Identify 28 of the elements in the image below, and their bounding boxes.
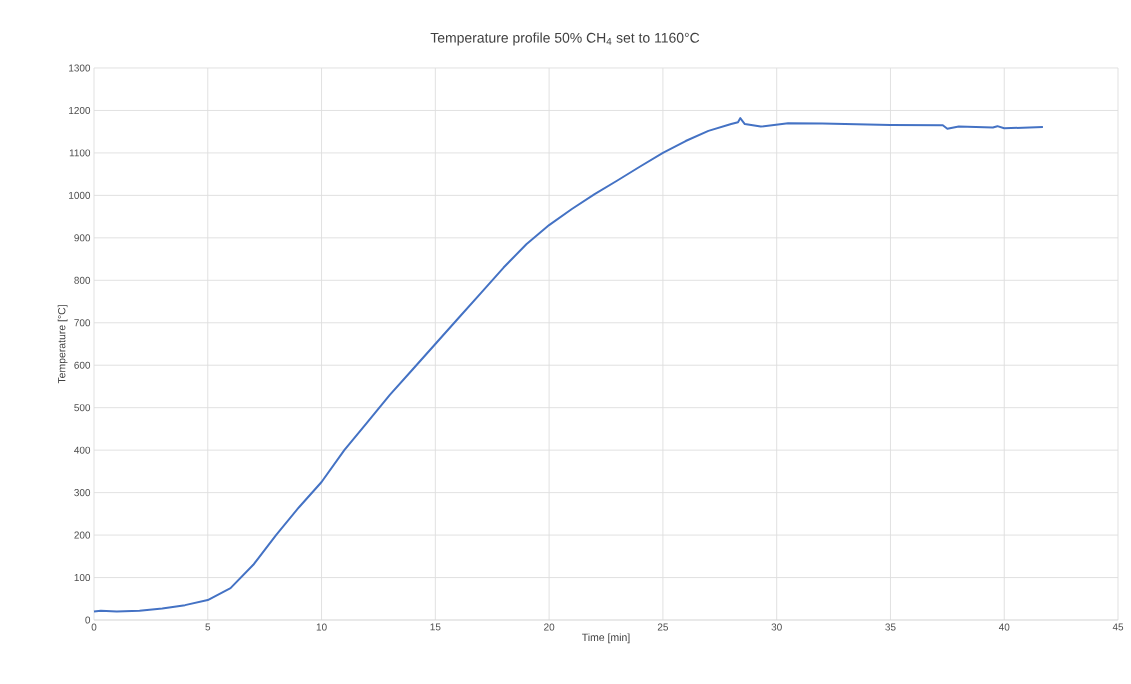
x-tick-label: 0	[91, 623, 97, 631]
y-tick-label: 700	[74, 319, 91, 327]
y-tick-label: 200	[74, 531, 91, 539]
x-tick-label: 35	[885, 623, 896, 631]
chart-title: Temperature profile 50% CH$_{4}$ set to 1160°C	[430, 32, 700, 46]
y-tick-label: 800	[74, 276, 91, 284]
x-tick-label: 5	[205, 623, 211, 631]
y-tick-label: 1300	[69, 64, 91, 72]
x-tick-label: 30	[771, 623, 782, 631]
x-tick-label: 40	[998, 623, 1010, 631]
y-tick-label: 600	[74, 361, 91, 369]
y-tick-label: 300	[74, 489, 91, 497]
y-tick-label: 400	[74, 446, 91, 454]
y-axis-title: Temperature [°C]	[57, 305, 68, 384]
x-tick-label: 25	[657, 623, 669, 631]
y-tick-label: 500	[74, 404, 91, 412]
x-tick-label: 45	[1112, 623, 1124, 631]
x-tick-label: 20	[544, 623, 555, 631]
line-series	[93, 117, 1044, 613]
y-tick-label: 1100	[69, 149, 91, 157]
y-tick-label: 1200	[69, 106, 91, 114]
y-tick-label: 100	[74, 574, 91, 582]
x-axis-title: Time [min]	[582, 633, 630, 644]
y-tick-label: 900	[74, 234, 91, 242]
y-tick-label: 1000	[69, 191, 91, 199]
x-tick-label: 10	[316, 623, 327, 631]
x-tick-label: 15	[430, 623, 441, 631]
y-tick-label: 0	[85, 616, 91, 624]
